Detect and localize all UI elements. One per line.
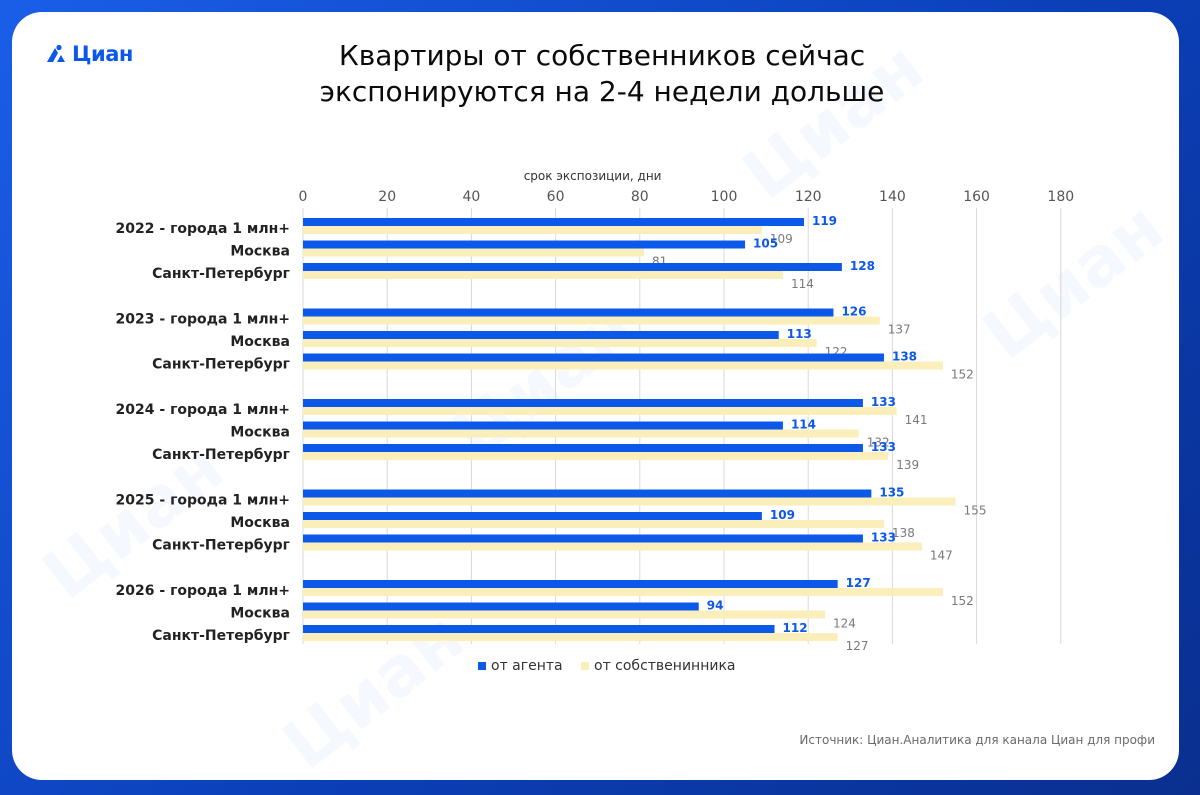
category-label: Москва [230,425,290,441]
bar-agent [303,308,834,317]
bar-owner [303,339,817,347]
data-label-agent: 126 [841,305,866,319]
data-label-agent: 133 [871,395,896,409]
bar-owner [303,361,943,370]
category-label: 2022 - города 1 млн+ [116,221,290,237]
x-tick-label: 140 [879,189,906,205]
data-label-agent: 114 [791,418,816,432]
data-label-owner: 127 [846,639,869,653]
data-label-owner: 155 [964,504,987,518]
data-label-agent: 133 [871,531,896,545]
category-label: Москва [230,515,290,531]
data-label-owner: 138 [892,526,915,540]
bar-agent [303,444,863,452]
category-label: 2023 - города 1 млн+ [116,312,290,328]
bar-owner [303,226,762,234]
data-label-agent: 109 [770,508,795,522]
bar-agent [303,240,746,249]
bar-owner [303,588,943,596]
data-label-agent: 119 [812,214,837,228]
category-label: 2024 - города 1 млн+ [116,402,290,418]
data-label-owner: 141 [905,413,928,427]
chart-title-line-2: экспонируются на 2-4 недели дольше [319,75,885,108]
bar-agent [303,489,872,498]
data-label-owner: 139 [896,458,919,472]
x-tick-label: 40 [462,189,480,205]
bar-owner [303,407,897,415]
data-label-owner: 152 [951,594,974,608]
category-label: Москва [230,244,290,260]
bar-owner [303,429,859,438]
data-label-owner: 137 [888,323,911,337]
category-label: Санкт-Петербург [152,447,290,463]
category-label: 2026 - города 1 млн+ [116,583,290,599]
data-label-owner: 147 [930,549,953,563]
x-tick-label: 0 [299,189,308,205]
bar-owner [303,316,880,325]
source-note: Источник: Циан.Аналитика для канала Циан… [799,733,1155,747]
bar-agent [303,263,842,271]
x-tick-label: 180 [1047,189,1074,205]
data-label-agent: 138 [892,350,917,364]
data-label-owner: 152 [951,368,974,382]
bar-owner [303,497,956,506]
category-label: Санкт-Петербург [152,266,290,282]
chart-title-line-1: Квартиры от собственников сейчас [338,39,866,72]
bar-owner [303,271,783,279]
category-label: Санкт-Петербург [152,538,290,554]
bar-owner [303,633,838,641]
x-tick-label: 120 [795,189,822,205]
data-label-agent: 112 [783,621,808,635]
category-label: 2025 - города 1 млн+ [116,493,290,509]
chart-card: Циан Циан Циан Циан Циан Циан Квартиры о… [12,12,1179,780]
category-label: Санкт-Петербург [152,357,290,373]
category-label: Москва [230,606,290,622]
data-label-agent: 135 [879,486,904,500]
bar-owner [303,520,884,528]
bar-agent [303,534,863,543]
data-label-owner: 109 [770,232,793,246]
legend-swatch-owner [581,662,589,670]
legend-swatch-agent [478,662,486,670]
legend-label-agent: от агента [491,658,563,674]
bar-owner [303,542,922,551]
x-tick-label: 100 [711,189,738,205]
category-label: Санкт-Петербург [152,628,290,644]
data-label-agent: 127 [846,576,871,590]
bar-agent [303,602,699,611]
bar-agent [303,399,863,407]
logo-text: Циан [72,42,133,66]
data-label-agent: 113 [787,327,812,341]
data-label-agent: 94 [707,599,724,613]
x-tick-label: 60 [547,189,565,205]
bar-owner [303,452,889,460]
data-label-agent: 128 [850,259,875,273]
x-axis-title: срок экспозиции, дни [524,169,662,183]
data-label-owner: 124 [833,617,856,631]
cian-logo-icon [47,44,65,62]
cian-logo: Циан [44,42,133,66]
data-label-owner: 132 [867,436,890,450]
bar-agent [303,580,838,588]
bar-owner [303,610,826,619]
legend-label-owner: от собственинника [594,658,735,674]
data-label-agent: 105 [753,237,778,251]
bar-chart: срок экспозиции, дни 0 20 40 60 80 100 120 140 16… [116,169,1075,674]
bar-agent [303,331,779,339]
bar-agent [303,218,804,226]
chart-title: Квартиры от собственников сейчас экспони… [202,38,1002,110]
bar-agent [303,421,783,430]
bar-agent [303,353,884,362]
x-tick-label: 20 [378,189,396,205]
x-tick-label: 80 [631,189,649,205]
bar-agent [303,625,775,633]
bar-owner [303,248,645,257]
bar-agent [303,512,762,520]
category-label: Москва [230,334,290,350]
x-tick-label: 160 [963,189,990,205]
data-label-agent: 133 [871,440,896,454]
data-label-owner: 114 [791,277,814,291]
